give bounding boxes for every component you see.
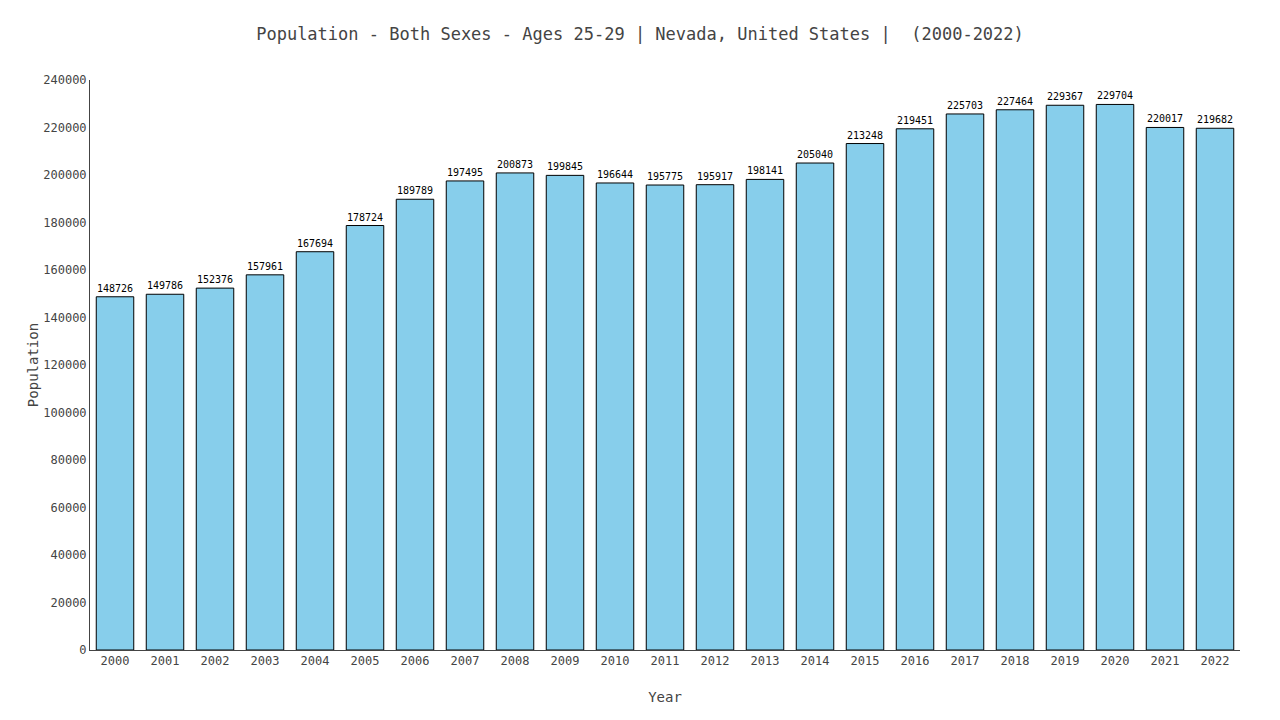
svg-text:2011: 2011: [651, 654, 680, 668]
svg-text:2003: 2003: [251, 654, 280, 668]
svg-text:189789: 189789: [397, 185, 433, 196]
svg-text:2015: 2015: [851, 654, 880, 668]
svg-text:160000: 160000: [43, 263, 86, 277]
svg-text:178724: 178724: [347, 212, 383, 223]
svg-text:225703: 225703: [947, 100, 983, 111]
svg-text:205040: 205040: [797, 149, 833, 160]
svg-text:229367: 229367: [1047, 91, 1083, 102]
svg-text:2000: 2000: [101, 654, 130, 668]
svg-text:195775: 195775: [647, 171, 683, 182]
svg-text:2004: 2004: [301, 654, 330, 668]
svg-text:152376: 152376: [197, 274, 233, 285]
svg-text:2001: 2001: [151, 654, 180, 668]
svg-text:Year: Year: [648, 689, 682, 705]
svg-text:2013: 2013: [751, 654, 780, 668]
svg-text:198141: 198141: [747, 165, 783, 176]
svg-text:2002: 2002: [201, 654, 230, 668]
svg-text:2008: 2008: [501, 654, 530, 668]
svg-text:2016: 2016: [901, 654, 930, 668]
svg-text:2005: 2005: [351, 654, 380, 668]
svg-text:197495: 197495: [447, 167, 483, 178]
svg-text:Population - Both Sexes - Ages: Population - Both Sexes - Ages 25-29 | N…: [256, 24, 1024, 44]
svg-text:196644: 196644: [597, 169, 633, 180]
svg-text:148726: 148726: [97, 283, 133, 294]
svg-text:200000: 200000: [43, 168, 86, 182]
svg-text:2006: 2006: [401, 654, 430, 668]
svg-text:229704: 229704: [1097, 90, 1133, 101]
svg-text:2021: 2021: [1151, 654, 1180, 668]
svg-text:240000: 240000: [43, 73, 86, 87]
svg-text:120000: 120000: [43, 358, 86, 372]
svg-text:2009: 2009: [551, 654, 580, 668]
svg-text:180000: 180000: [43, 216, 86, 230]
svg-text:195917: 195917: [697, 171, 733, 182]
svg-text:2019: 2019: [1051, 654, 1080, 668]
svg-text:2014: 2014: [801, 654, 830, 668]
svg-text:2022: 2022: [1201, 654, 1230, 668]
svg-text:20000: 20000: [50, 596, 86, 610]
svg-text:149786: 149786: [147, 280, 183, 291]
svg-text:200873: 200873: [497, 159, 533, 170]
svg-text:140000: 140000: [43, 311, 86, 325]
svg-text:219682: 219682: [1197, 114, 1233, 125]
svg-text:40000: 40000: [50, 548, 86, 562]
svg-text:157961: 157961: [247, 261, 283, 272]
svg-text:2007: 2007: [451, 654, 480, 668]
svg-text:220017: 220017: [1147, 113, 1183, 124]
svg-text:220000: 220000: [43, 121, 86, 135]
svg-text:199845: 199845: [547, 161, 583, 172]
svg-text:2018: 2018: [1001, 654, 1030, 668]
svg-text:2010: 2010: [601, 654, 630, 668]
svg-text:227464: 227464: [997, 96, 1033, 107]
svg-text:2017: 2017: [951, 654, 980, 668]
svg-text:Population: Population: [25, 323, 41, 407]
svg-text:100000: 100000: [43, 406, 86, 420]
svg-text:80000: 80000: [50, 453, 86, 467]
svg-text:167694: 167694: [297, 238, 333, 249]
svg-text:0: 0: [79, 643, 86, 657]
svg-text:60000: 60000: [50, 501, 86, 515]
svg-text:2012: 2012: [701, 654, 730, 668]
svg-text:219451: 219451: [897, 115, 933, 126]
svg-text:213248: 213248: [847, 130, 883, 141]
svg-text:2020: 2020: [1101, 654, 1130, 668]
